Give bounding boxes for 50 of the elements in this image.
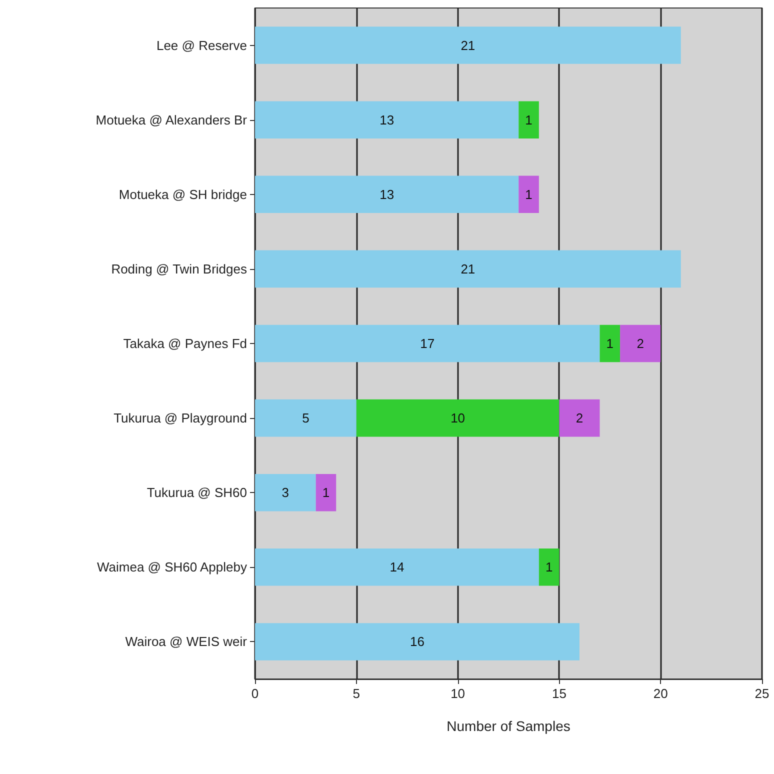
y-tick-label: Wairoa @ WEIS weir [125, 634, 248, 650]
y-tick-label: Waimea @ SH60 Appleby [96, 560, 248, 575]
data-label: 1 [525, 186, 532, 202]
x-axis-title: Number of Samples [446, 718, 570, 734]
data-label: 1 [322, 485, 330, 500]
x-tick-label: 5 [352, 686, 360, 701]
y-tick-label: Motueka @ SH bridge [118, 186, 247, 202]
data-label: 2 [636, 336, 644, 351]
y-tick-label: Tukurua @ Playground [114, 410, 247, 426]
x-tick-label: 15 [552, 686, 566, 701]
bar [255, 548, 539, 586]
bar [620, 324, 661, 362]
data-label: 10 [450, 410, 466, 426]
y-tick-label: Lee @ Reserve [156, 38, 247, 53]
x-tick-label: 25 [754, 686, 770, 701]
bar [255, 101, 519, 138]
data-label: 1 [525, 112, 532, 128]
bar [255, 26, 681, 64]
bar [255, 250, 681, 288]
bar [356, 399, 560, 437]
bar [255, 176, 519, 214]
data-label: 2 [576, 410, 584, 426]
data-label: 13 [380, 112, 394, 128]
data-label: 13 [380, 186, 394, 202]
data-label: 1 [606, 336, 614, 351]
x-tick-label: 20 [653, 686, 668, 701]
bar [600, 324, 620, 362]
bar [255, 324, 600, 362]
data-label: 21 [460, 38, 476, 53]
data-label: 3 [282, 485, 290, 500]
y-tick-label: Tukurua @ SH60 [146, 485, 247, 500]
data-label: 21 [460, 261, 476, 276]
bar [518, 101, 539, 138]
y-tick-label: Motueka @ Alexanders Br [96, 112, 248, 128]
data-label: 16 [410, 634, 424, 650]
y-tick-label: Takaka @ Paynes Fd [123, 336, 247, 351]
data-label: 17 [420, 336, 435, 351]
bar [538, 548, 560, 586]
bar [518, 176, 539, 214]
bar [255, 399, 356, 437]
bar [255, 623, 580, 660]
data-label: 14 [390, 560, 404, 575]
bar [255, 474, 316, 512]
bar [559, 399, 600, 437]
x-tick-label: 0 [251, 686, 259, 701]
data-label: 1 [545, 560, 553, 575]
y-tick-label: Roding @ Twin Bridges [111, 261, 248, 276]
data-label: 5 [302, 410, 310, 426]
bar [316, 474, 336, 512]
x-tick-label: 10 [450, 686, 466, 701]
